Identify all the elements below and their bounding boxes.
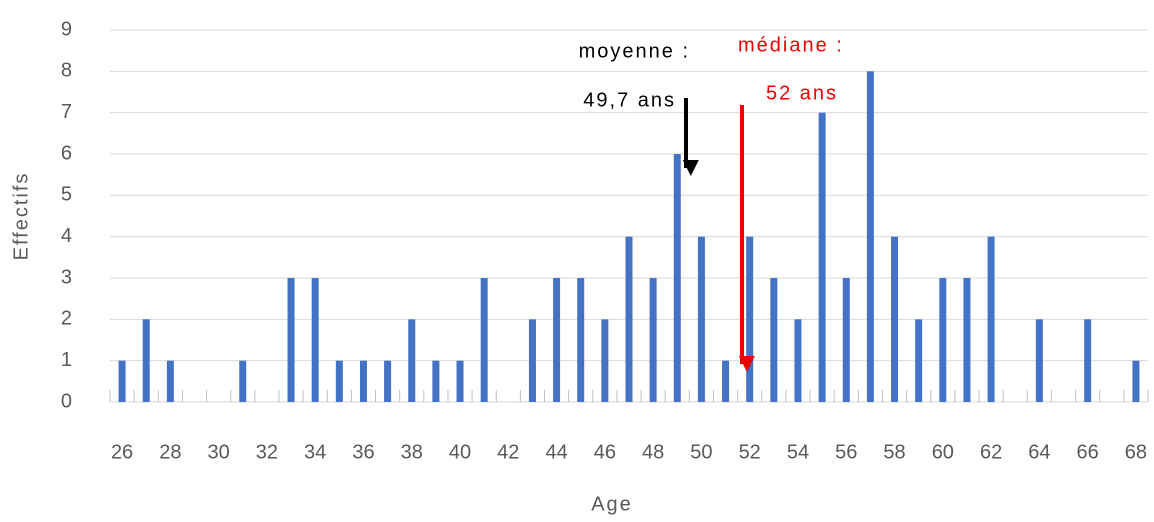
bar — [649, 278, 657, 402]
x-tick-label: 46 — [594, 441, 616, 463]
bar — [577, 278, 585, 402]
x-tick-label: 44 — [545, 441, 567, 463]
x-tick-label: 50 — [690, 441, 712, 463]
x-tick-label: 36 — [352, 441, 374, 463]
bar — [1132, 360, 1140, 402]
bar — [384, 360, 392, 402]
x-tick-label: 64 — [1028, 441, 1050, 463]
bar — [987, 236, 995, 402]
y-tick-label: 2 — [61, 308, 72, 330]
y-tick-label: 9 — [61, 18, 72, 40]
annotation: médiane : — [738, 34, 844, 56]
bar — [601, 319, 609, 402]
x-tick-label: 34 — [304, 441, 326, 463]
x-axis-label: Age — [591, 493, 633, 515]
bar — [287, 278, 295, 402]
bar — [166, 360, 174, 402]
x-tick-label: 66 — [1077, 441, 1099, 463]
bar — [746, 236, 754, 402]
x-tick-label: 48 — [642, 441, 664, 463]
x-tick-label: 56 — [835, 441, 857, 463]
x-tick-label: 58 — [883, 441, 905, 463]
y-tick-label: 6 — [61, 142, 72, 164]
bar — [697, 236, 705, 402]
y-tick-label: 4 — [61, 225, 72, 247]
bar — [311, 278, 319, 402]
x-tick-label: 52 — [739, 441, 761, 463]
bar — [866, 71, 874, 402]
bar — [456, 360, 464, 402]
bar — [1084, 319, 1092, 402]
x-tick-label: 38 — [401, 441, 423, 463]
y-axis-label: Effectifs — [10, 172, 32, 261]
bar — [818, 112, 826, 403]
annotation: moyenne : — [579, 40, 690, 62]
y-tick-label: 8 — [61, 60, 72, 82]
bar — [359, 360, 367, 402]
bar — [963, 278, 971, 402]
x-tick-label: 28 — [159, 441, 181, 463]
bar — [915, 319, 923, 402]
bar — [939, 278, 947, 402]
x-tick-label: 54 — [787, 441, 809, 463]
bar — [673, 154, 681, 402]
y-tick-label: 0 — [61, 390, 72, 412]
bar — [891, 236, 899, 402]
bar — [553, 278, 561, 402]
x-tick-label: 40 — [449, 441, 471, 463]
bar — [528, 319, 536, 402]
bar — [432, 360, 440, 402]
y-tick-label: 7 — [61, 101, 72, 123]
bar — [335, 360, 343, 402]
x-tick-label: 32 — [256, 441, 278, 463]
y-tick-label: 5 — [61, 184, 72, 206]
annotation: 52 ans — [766, 82, 838, 104]
bar — [1035, 319, 1043, 402]
y-tick-label: 1 — [61, 349, 72, 371]
bar — [625, 236, 633, 402]
bar — [770, 278, 778, 402]
bar — [118, 360, 126, 402]
y-tick-label: 3 — [61, 266, 72, 288]
annotation: 49,7 ans — [583, 89, 676, 111]
x-tick-label: 68 — [1125, 441, 1147, 463]
x-tick-label: 60 — [932, 441, 954, 463]
x-tick-label: 42 — [497, 441, 519, 463]
x-tick-label: 62 — [980, 441, 1002, 463]
bar — [239, 360, 247, 402]
bar — [794, 319, 802, 402]
bar — [722, 360, 730, 402]
bar — [142, 319, 150, 402]
x-tick-label: 26 — [111, 441, 133, 463]
bar — [842, 278, 850, 402]
bar — [408, 319, 416, 402]
x-tick-label: 30 — [208, 441, 230, 463]
bar — [480, 278, 488, 402]
